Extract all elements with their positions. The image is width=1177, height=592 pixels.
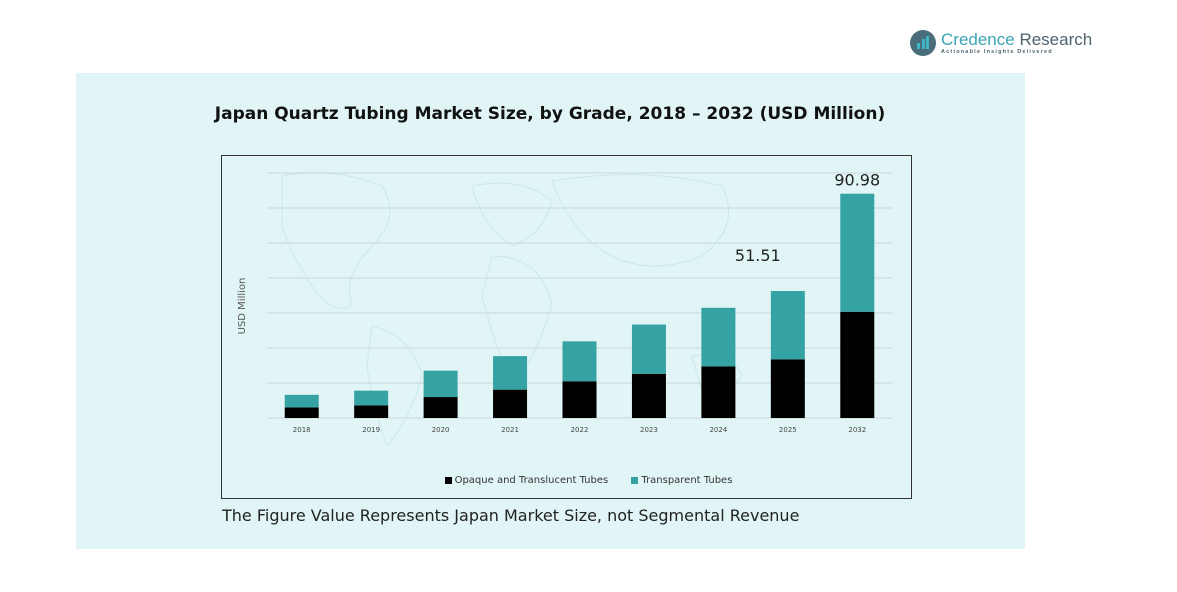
legend-item-transparent: Transparent Tubes <box>631 475 732 486</box>
x-tick-label: 2018 <box>293 426 311 434</box>
x-tick-label: 2019 <box>362 426 380 434</box>
x-tick-label: 2032 <box>848 426 866 434</box>
bar-transparent-2032 <box>840 193 875 312</box>
x-tick-label: 2024 <box>709 426 727 434</box>
bar-transparent-2019 <box>354 390 389 406</box>
bar-opaque-2018 <box>284 407 319 418</box>
bar-transparent-2022 <box>562 341 597 382</box>
bar-opaque-2022 <box>562 381 597 418</box>
bar-transparent-2023 <box>631 324 666 374</box>
x-tick-label: 2023 <box>640 426 658 434</box>
x-tick-label: 2022 <box>571 426 589 434</box>
bar-transparent-2025 <box>770 291 805 360</box>
legend-swatch-opaque <box>444 477 452 484</box>
brand-name: Credence Research <box>941 30 1093 49</box>
footnote: The Figure Value Represents Japan Market… <box>222 506 800 525</box>
x-tick-label: 2020 <box>432 426 450 434</box>
bar-opaque-2019 <box>354 405 389 418</box>
bar-transparent-2024 <box>701 307 736 367</box>
legend-swatch-transparent <box>631 477 639 484</box>
brand-logo: Credence Research Actionable Insights De… <box>910 30 1092 56</box>
bar-transparent-2021 <box>493 356 528 390</box>
legend-item-opaque: Opaque and Translucent Tubes <box>444 475 608 486</box>
chart-title: Japan Quartz Tubing Market Size, by Grad… <box>214 104 886 124</box>
chart-svg: USD Million 2018 2019 2020 2021 2022 2023 2024… <box>237 171 892 447</box>
x-tick-label: 2025 <box>779 426 797 434</box>
data-label-2025: 51.51 <box>735 246 781 265</box>
brand-tagline: Actionable Insights Delivered <box>941 49 1053 55</box>
chart-legend: Opaque and Translucent Tubes Transparent… <box>0 475 1177 487</box>
x-tick-label: 2021 <box>501 426 519 434</box>
bar-opaque-2020 <box>423 397 458 418</box>
logo-icon <box>910 30 936 56</box>
world-map-background <box>281 172 743 447</box>
chart-frame: USD Million 2018 2019 2020 2021 2022 2023 2024… <box>221 155 912 499</box>
bar-opaque-2032 <box>840 311 875 418</box>
bar-opaque-2025 <box>770 359 805 418</box>
bar-opaque-2021 <box>493 389 528 418</box>
bar-opaque-2024 <box>701 366 736 418</box>
bar-transparent-2018 <box>284 394 319 408</box>
bar-opaque-2023 <box>631 373 666 418</box>
bar-transparent-2020 <box>423 370 458 398</box>
y-axis-label: USD Million <box>237 278 248 335</box>
data-label-2032: 90.98 <box>834 171 880 190</box>
